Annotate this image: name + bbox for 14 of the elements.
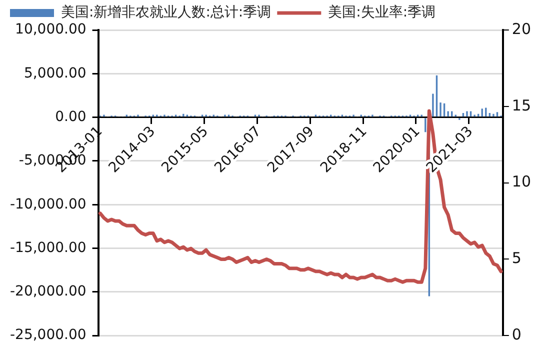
y-tick-label: 10,000.00 bbox=[15, 22, 86, 38]
y-tick-label: 0.00 bbox=[55, 108, 86, 125]
y-tick-label: -10,000.00 bbox=[10, 196, 86, 212]
y2-tick-label: 15 bbox=[512, 96, 532, 114]
y2-tick-label: 0 bbox=[512, 325, 522, 344]
y2-tick-label: 20 bbox=[512, 20, 532, 38]
y-tick-label: -15,000.00 bbox=[10, 240, 86, 256]
y-tick-label: 5,000.00 bbox=[24, 65, 86, 82]
y2-tick-label: 5 bbox=[512, 249, 522, 268]
legend-label: 美国:失业率:季调 bbox=[328, 4, 436, 21]
y2-tick-label: 10 bbox=[512, 172, 532, 191]
y-tick-label: -20,000.00 bbox=[10, 284, 86, 300]
y-tick-label: -25,000.00 bbox=[10, 327, 86, 344]
legend-label: 美国:新增非农就业人数:总计:季调 bbox=[61, 4, 272, 21]
